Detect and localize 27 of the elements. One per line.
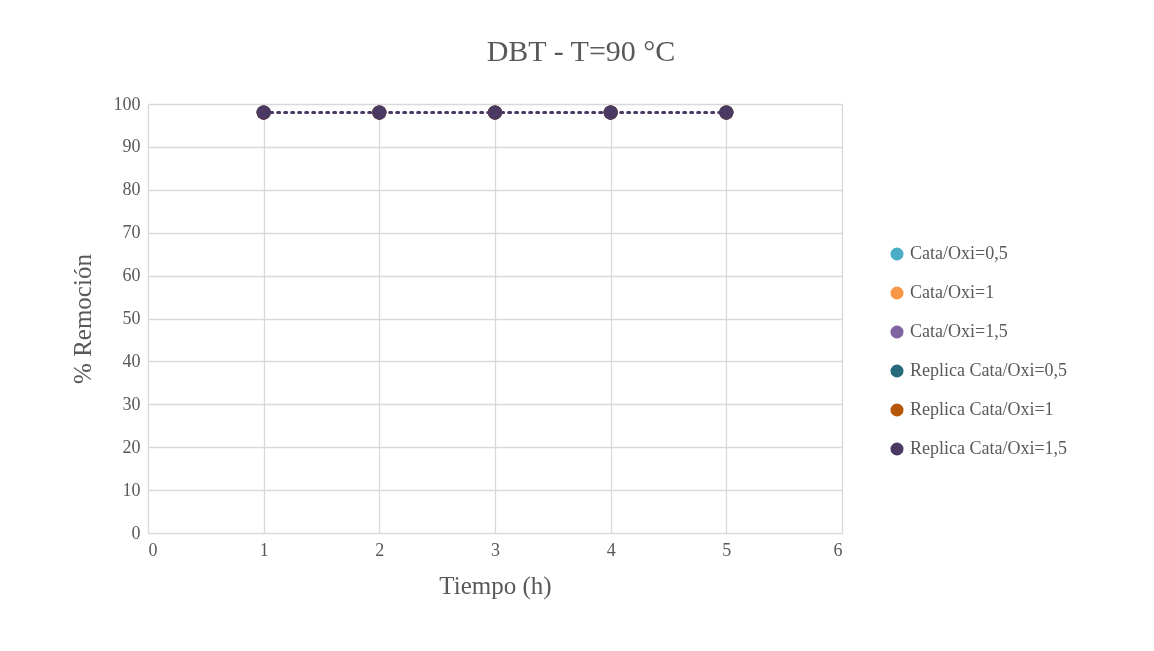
legend-label: Cata/Oxi=1,5 xyxy=(910,321,1008,341)
y-tick-label: 30 xyxy=(122,393,141,414)
x-tick-label: 0 xyxy=(148,539,158,560)
y-axis-title: % Remoción xyxy=(68,253,96,384)
x-tick-label: 3 xyxy=(491,539,500,560)
x-axis-title: Tiempo (h) xyxy=(439,571,552,600)
y-tick-label: 100 xyxy=(113,93,141,114)
y-tick-label: 20 xyxy=(122,436,141,457)
x-tick-label: 5 xyxy=(722,539,732,560)
y-tick-label: 0 xyxy=(131,522,141,543)
legend-label: Cata/Oxi=1 xyxy=(910,282,995,302)
y-tick-label: 90 xyxy=(122,136,141,157)
y-tick-label: 80 xyxy=(122,179,141,200)
y-tick-label: 70 xyxy=(122,222,141,243)
x-tick-label: 2 xyxy=(375,539,385,560)
legend-label: Cata/Oxi=0,5 xyxy=(910,243,1008,263)
y-tick-label: 60 xyxy=(122,265,141,286)
chart-title: DBT - T=90 °C xyxy=(486,34,676,67)
x-tick-label: 1 xyxy=(259,539,269,560)
x-tick-label: 4 xyxy=(606,539,616,560)
legend-label: Replica Cata/Oxi=1,5 xyxy=(910,438,1068,458)
y-tick-label: 40 xyxy=(122,350,141,371)
y-tick-label: 10 xyxy=(122,479,141,500)
legend-label: Replica Cata/Oxi=0,5 xyxy=(910,360,1068,380)
x-tick-label: 6 xyxy=(833,539,843,560)
legend-label: Replica Cata/Oxi=1 xyxy=(910,399,1054,419)
y-tick-label: 50 xyxy=(122,308,141,328)
